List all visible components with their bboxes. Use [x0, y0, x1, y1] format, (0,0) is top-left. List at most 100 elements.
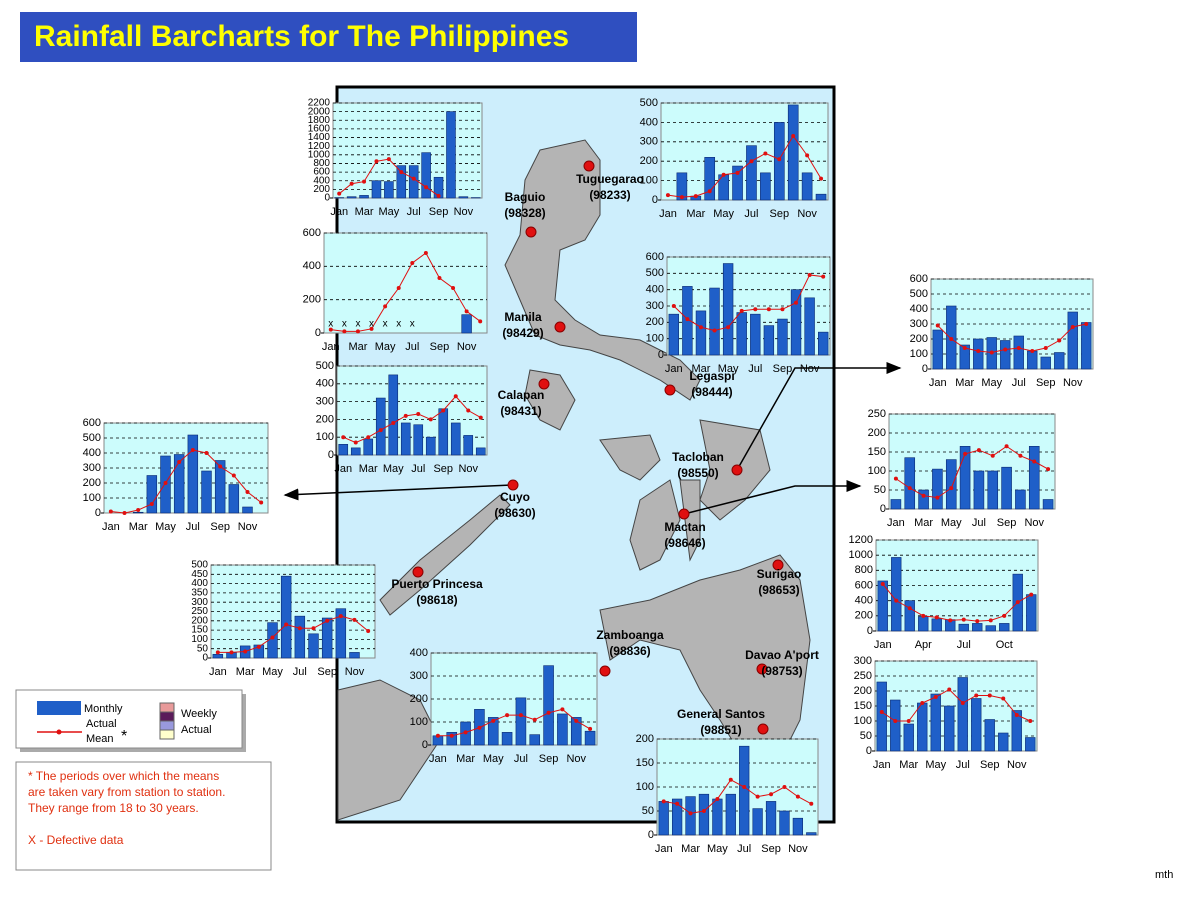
luzon [504, 139, 701, 401]
mean-point [163, 481, 168, 485]
mean-point [777, 157, 782, 162]
x-tick-label: Nov [345, 666, 365, 678]
mean-line [881, 688, 1031, 722]
mean-point [907, 606, 912, 611]
x-tick-label: Jan [209, 666, 227, 678]
mean-point [411, 176, 416, 181]
defective-mark: x [396, 319, 401, 330]
bar [987, 470, 999, 510]
bar [458, 196, 469, 199]
y-tick-label: 500 [640, 97, 658, 109]
arrow [283, 484, 514, 501]
x-tick-label: Sep [1036, 377, 1056, 389]
station-code: (98233) [589, 188, 630, 202]
station-dot [772, 559, 784, 571]
bar [746, 145, 757, 201]
mean-point [1004, 444, 1009, 449]
bar [371, 180, 382, 199]
x-tick-label: Nov [457, 341, 477, 353]
mean-point [436, 193, 441, 198]
x-tick-label: Nov [1063, 377, 1083, 389]
station-dot [756, 663, 768, 675]
bar [308, 633, 319, 659]
palawan [379, 494, 511, 616]
y-tick-label: 1200 [308, 141, 331, 152]
plot-area [660, 102, 829, 201]
mean-point [369, 326, 374, 331]
mean-point [766, 307, 771, 312]
negros [629, 479, 681, 571]
bar [1054, 352, 1065, 370]
station-code: (98851) [700, 723, 741, 737]
station-dot [757, 723, 769, 735]
defective-mark: x [328, 319, 333, 330]
bar [515, 697, 527, 746]
y-tick-label: 800 [313, 158, 330, 169]
y-tick-label: 100 [854, 715, 872, 727]
legend-box [15, 689, 243, 749]
bar [475, 447, 486, 456]
mean-point [893, 719, 898, 723]
bar [763, 325, 775, 356]
y-tick-label: 200 [316, 413, 334, 425]
station-code: (98618) [416, 593, 457, 607]
bar [463, 435, 474, 456]
credit: mth [1155, 869, 1173, 881]
y-tick-label: 300 [910, 318, 928, 330]
bar [146, 475, 158, 514]
mean-point [464, 309, 469, 314]
x-tick-label: Jan [322, 341, 340, 353]
weekly-swatch [159, 702, 175, 713]
mean-point [391, 420, 396, 425]
x-tick-label: Sep [317, 666, 337, 678]
y-tick-label: 150 [868, 446, 886, 458]
y-tick-label: 100 [640, 175, 658, 187]
mean-point [1029, 592, 1034, 597]
y-tick-label: 500 [646, 267, 664, 279]
mean-point [963, 451, 968, 456]
bar [438, 408, 449, 456]
x-tick-label: Nov [566, 753, 586, 765]
x-tick-label: Jan [874, 639, 892, 651]
mean-point [1001, 696, 1006, 701]
stations: Tuguegarao (98233) Baguio (98328) Manila (984… [391, 160, 819, 737]
y-tick-label: 2200 [308, 98, 331, 109]
mean-point [675, 801, 680, 806]
y-tick-label: 100 [868, 465, 886, 477]
x-tick-label: Sep [773, 363, 793, 375]
x-tick-label: Jul [957, 639, 971, 651]
mean-point [259, 500, 264, 505]
mean-point [416, 412, 421, 417]
mean-point [325, 618, 330, 623]
mean-point [712, 328, 717, 333]
bar [957, 677, 968, 752]
mean-point [355, 329, 360, 334]
y-tick-label: 400 [313, 175, 330, 186]
bar [959, 445, 971, 510]
legend-label: Monthly [84, 703, 123, 715]
y-tick-label: 600 [646, 251, 664, 263]
mean-point [588, 726, 593, 731]
mean-point [726, 325, 731, 330]
defective-mark: x [355, 319, 360, 330]
x-tick-label: Jul [411, 463, 425, 475]
station-code: (98836) [609, 644, 650, 658]
bar [971, 698, 982, 752]
bar [818, 331, 829, 356]
y-tick-label: 450 [191, 569, 208, 580]
bar [396, 165, 407, 199]
x-tick-label: Oct [996, 639, 1013, 651]
y-tick-label: 200 [640, 155, 658, 167]
mean-point [805, 153, 810, 158]
mean-point [136, 508, 141, 512]
x-tick-label: Sep [433, 463, 453, 475]
mean-point [949, 337, 954, 341]
mean-point [284, 622, 289, 627]
mean-point [423, 251, 428, 255]
y-tick-label: 150 [636, 757, 654, 769]
mean-point [769, 792, 774, 797]
bar [408, 165, 419, 199]
